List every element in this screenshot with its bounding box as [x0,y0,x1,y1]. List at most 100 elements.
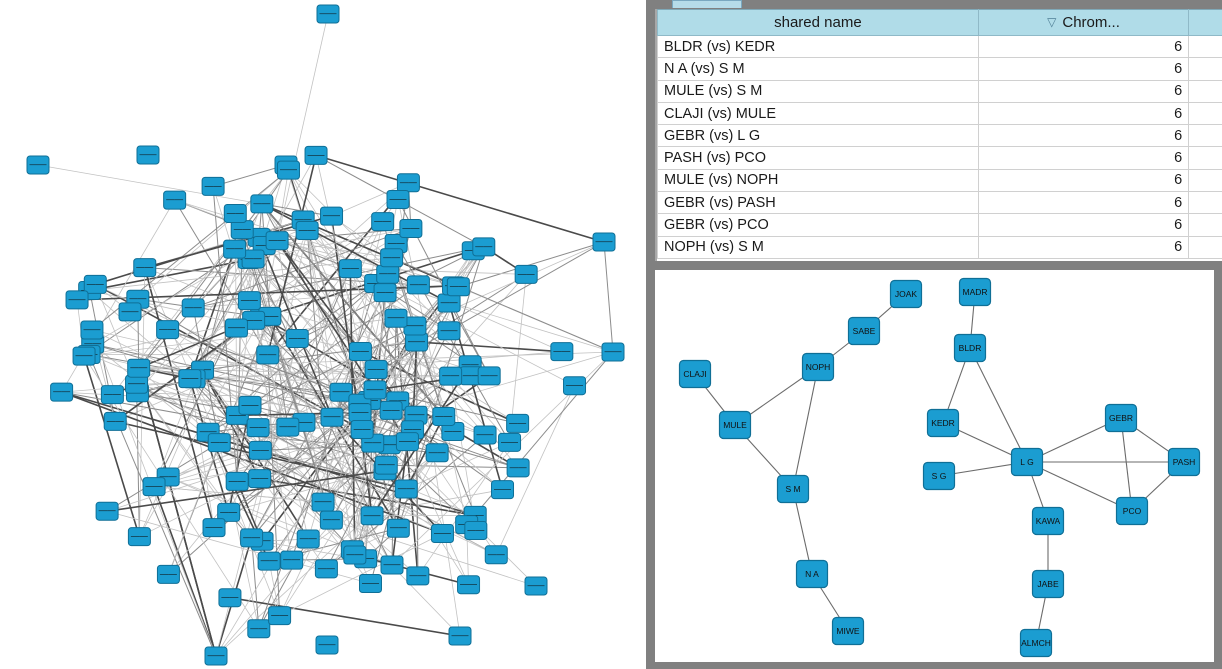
table-row[interactable]: NOPH (vs) S M636000000420000009.9 [657,235,1222,259]
graph-node[interactable]: —— [163,190,187,210]
graph-node[interactable]: —— [100,385,124,405]
graph-node[interactable]: —— [498,432,522,452]
cell-start_point[interactable]: 36000000 [1188,191,1222,215]
graph-node[interactable]: —— [156,564,180,584]
graph-node[interactable]: —— [127,358,151,378]
graph-node[interactable]: —— [364,359,388,379]
graph-node[interactable]: —— [386,518,410,538]
graph-node[interactable]: —— [178,369,202,389]
graph-node[interactable]: —— [257,551,281,571]
graph-node[interactable]: —— [406,566,430,586]
graph-node[interactable]: —— [380,555,404,575]
graph-node[interactable]: —— [432,406,456,426]
column-header-chromosome[interactable]: ▽ Chrom... [977,9,1190,36]
cell-shared_name[interactable]: N A (vs) S M [657,57,979,81]
graph-node[interactable]: —— [181,298,205,318]
graph-node[interactable]: S M [776,474,810,504]
graph-edge[interactable] [969,347,1028,463]
graph-node[interactable]: —— [373,283,397,303]
graph-node[interactable]: —— [207,433,231,453]
graph-node[interactable]: —— [592,232,616,252]
graph-node[interactable]: —— [95,501,119,521]
graph-node[interactable]: —— [142,477,166,497]
graph-node[interactable]: —— [256,345,280,365]
graph-node[interactable]: —— [384,234,408,254]
cell-start_point[interactable]: 35000000 [1188,168,1222,193]
graph-node[interactable]: KEDR [926,408,960,438]
cell-start_point[interactable]: 10000000 [1188,57,1222,81]
graph-node[interactable]: —— [218,588,242,608]
graph-node[interactable]: —— [473,425,497,445]
graph-node[interactable]: —— [133,258,157,278]
graph-node[interactable]: —— [246,418,270,438]
cell-chromosome[interactable]: 6 [977,146,1190,170]
graph-node[interactable]: —— [437,293,461,313]
graph-node[interactable]: —— [320,407,344,427]
cell-chromosome[interactable]: 6 [977,235,1190,259]
cell-shared_name[interactable]: NOPH (vs) S M [657,235,979,259]
graph-node[interactable]: —— [374,455,398,475]
graph-node[interactable]: —— [316,4,340,24]
graph-node[interactable]: —— [250,194,274,214]
graph-node[interactable]: NOPH [801,352,835,382]
graph-node[interactable]: —— [363,380,387,400]
graph-node[interactable]: —— [240,528,264,548]
graph-edge[interactable] [1026,461,1133,512]
graph-node[interactable]: —— [348,341,372,361]
graph-edge[interactable] [792,488,813,575]
graph-node[interactable]: —— [50,382,74,402]
graph-node[interactable]: —— [225,471,249,491]
graph-node[interactable]: —— [425,443,449,463]
graph-node[interactable]: —— [230,220,254,240]
table-row[interactable]: PASH (vs) PCO6340000004200000011.4 [657,146,1222,170]
graph-node[interactable]: KAWA [1031,506,1065,536]
graph-node[interactable]: —— [296,529,320,549]
graph-node[interactable]: —— [437,321,461,341]
graph-node[interactable]: SABE [847,316,881,346]
cell-start_point[interactable]: 36000000 [1188,213,1222,237]
cell-shared_name[interactable]: GEBR (vs) PCO [657,213,979,237]
cell-chromosome[interactable]: 6 [977,57,1190,81]
cell-chromosome[interactable]: 6 [977,124,1190,148]
table-row[interactable]: GEBR (vs) PASH636000000420000008.9 [657,191,1222,215]
network-canvas[interactable]: —— —— —— —— —— —— —— —— —— —— —— —— —— —— —— —— —— —— —— ——… [0,0,655,669]
cell-chromosome[interactable]: 6 [977,213,1190,237]
cell-chromosome[interactable]: 6 [977,101,1190,126]
graph-node[interactable]: —— [405,332,429,352]
cell-start_point[interactable]: 30000000 [1188,124,1222,148]
graph-node[interactable]: MIWE [831,616,865,646]
graph-node[interactable]: —— [136,145,160,165]
graph-node[interactable]: N A [795,559,829,589]
cell-chromosome[interactable]: 6 [977,34,1190,59]
column-header-shared_name[interactable]: shared name [657,9,979,36]
graph-node[interactable]: —— [202,518,226,538]
table-row[interactable]: CLAJI (vs) MULE625000000350000005.9 [657,101,1222,126]
graph-node[interactable]: —— [304,145,328,165]
graph-node[interactable]: —— [477,366,501,386]
graph-node[interactable]: —— [343,545,367,565]
graph-node[interactable]: —— [103,411,127,431]
graph-node[interactable]: BLDR [953,333,987,363]
graph-node[interactable]: —— [237,291,261,311]
graph-node[interactable]: —— [248,440,272,460]
column-header-start_point[interactable]: Start po... [1188,9,1222,36]
table-scroll-region[interactable]: shared name▽Chrom...Start po...End point… [655,9,1222,261]
graph-node[interactable]: —— [472,237,496,257]
cell-chromosome[interactable]: 6 [977,168,1190,193]
graph-node[interactable]: —— [268,606,292,626]
graph-node[interactable]: —— [514,264,538,284]
graph-node[interactable]: —— [280,550,304,570]
graph-node[interactable]: —— [319,510,343,530]
graph-node[interactable]: S G [922,461,956,491]
cell-shared_name[interactable]: PASH (vs) PCO [657,146,979,170]
graph-node[interactable]: —— [396,173,420,193]
graph-node[interactable]: —— [223,239,247,259]
graph-node[interactable]: —— [276,417,300,437]
graph-node[interactable]: —— [314,559,338,579]
graph-node[interactable]: —— [248,469,272,489]
cell-shared_name[interactable]: CLAJI (vs) MULE [657,101,979,126]
table-row[interactable]: BLDR (vs) KEDR61170000000192.0 [657,34,1222,59]
graph-node[interactable]: —— [217,502,241,522]
graph-node[interactable]: —— [348,403,372,423]
graph-node[interactable]: —— [315,635,339,655]
